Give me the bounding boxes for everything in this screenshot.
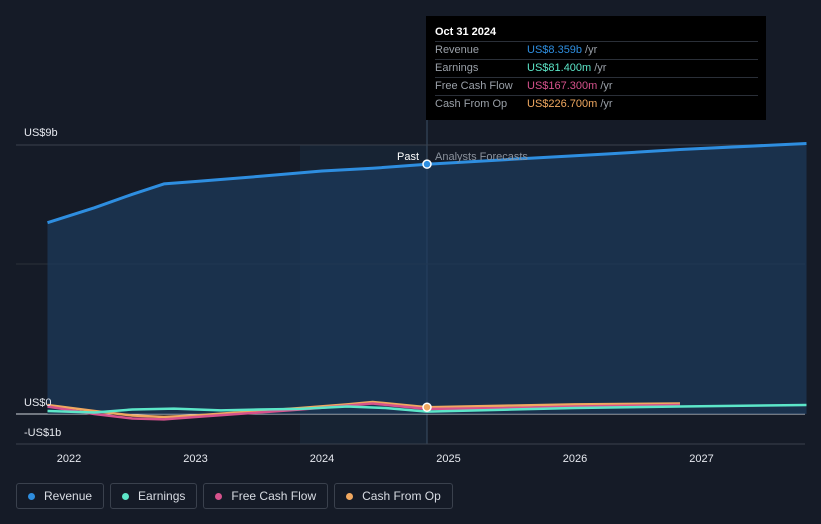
- legend-label: Earnings: [138, 489, 186, 503]
- y-label-top: US$9b: [24, 127, 58, 139]
- legend-label: Free Cash Flow: [231, 489, 317, 503]
- legend-dot-icon: [346, 492, 354, 500]
- cash-from-op-marker: [422, 402, 432, 412]
- revenue-marker: [422, 159, 432, 169]
- x-tick-2023: 2023: [183, 453, 207, 465]
- past-label: Past: [397, 151, 419, 163]
- legend-item-revenue[interactable]: Revenue: [16, 483, 105, 509]
- tooltip-label: Cash From Op: [435, 98, 508, 110]
- tooltip-label: Free Cash Flow: [435, 80, 513, 92]
- legend-dot-icon: [122, 492, 130, 500]
- x-tick-2024: 2024: [310, 453, 334, 465]
- tooltip-date: Oct 31 2024: [435, 26, 497, 38]
- legend-label: Cash From Op: [362, 489, 441, 503]
- tooltip-unit: /yr: [585, 44, 598, 56]
- x-tick-2025: 2025: [436, 453, 460, 465]
- x-tick-2026: 2026: [563, 453, 587, 465]
- tooltip-value: US$167.300m: [527, 80, 598, 92]
- tooltip-row-free-cash-flow: Free Cash Flow US$167.300m/yr: [435, 77, 758, 95]
- tooltip-unit: /yr: [594, 62, 607, 74]
- tooltip: Oct 31 2024 Revenue US$8.359b/yr Earnings U…: [426, 16, 766, 120]
- tooltip-row-revenue: Revenue US$8.359b/yr: [435, 41, 758, 59]
- tooltip-row-cash-from-op: Cash From Op US$226.700m/yr: [435, 95, 758, 113]
- revenue-line: [47, 142, 807, 225]
- legend-item-earnings[interactable]: Earnings: [110, 483, 198, 509]
- series-layer: [47, 142, 807, 421]
- legend-dot-icon: [28, 492, 35, 500]
- x-tick-2027: 2027: [689, 453, 713, 465]
- tooltip-label: Earnings: [435, 62, 479, 74]
- x-tick-labels: 2022 2023 2024 2025 2026 2027: [57, 453, 714, 465]
- tooltip-value: US$226.700m: [527, 98, 598, 110]
- earnings-line: [47, 403, 807, 414]
- revenue-area: [47, 143, 807, 414]
- y-label-zero: US$0: [24, 397, 52, 409]
- tooltip-value: US$81.400m: [527, 62, 592, 74]
- forecast-label: Analysts Forecasts: [435, 151, 528, 163]
- legend: Revenue Earnings Free Cash Flow Cash From O…: [16, 483, 453, 509]
- tooltip-value: US$8.359b: [527, 44, 583, 56]
- legend-dot-icon: [215, 492, 223, 500]
- x-tick-2022: 2022: [57, 453, 81, 465]
- tooltip-label: Revenue: [435, 44, 480, 56]
- legend-item-cash-from-op[interactable]: Cash From Op: [334, 483, 453, 509]
- legend-label: Revenue: [44, 489, 93, 503]
- tooltip-unit: /yr: [600, 98, 613, 110]
- tooltip-unit: /yr: [600, 80, 613, 92]
- tooltip-row-earnings: Earnings US$81.400m/yr: [435, 59, 758, 77]
- y-label-bottom: -US$1b: [24, 427, 61, 439]
- legend-item-free-cash-flow[interactable]: Free Cash Flow: [203, 483, 329, 509]
